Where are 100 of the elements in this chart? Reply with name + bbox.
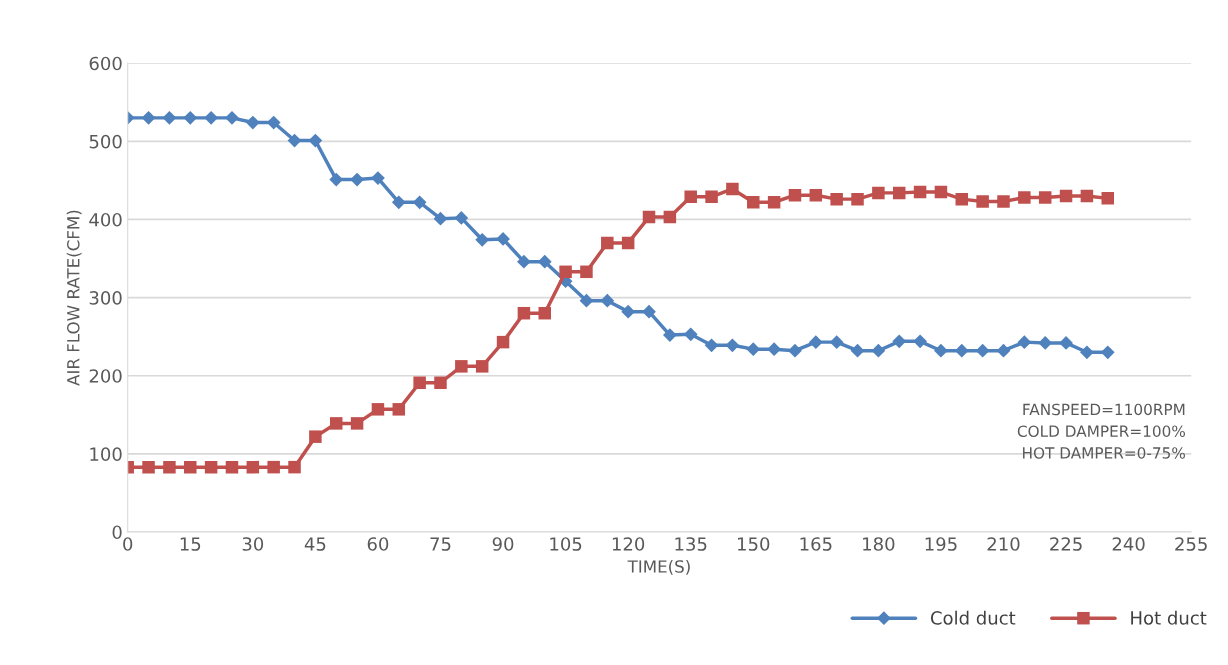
point: [1038, 191, 1052, 204]
point: [266, 115, 281, 130]
point: [579, 293, 594, 308]
y-tick-label: 400: [89, 212, 122, 227]
x-tick-label: 195: [925, 537, 957, 551]
point: [850, 343, 865, 358]
point: [517, 254, 531, 269]
point: [788, 188, 802, 202]
point: [684, 190, 697, 204]
point: [934, 343, 948, 358]
point: [309, 430, 322, 443]
point: [830, 192, 843, 206]
point: [809, 188, 823, 202]
point: [767, 342, 781, 357]
y-tick-label: 500: [89, 134, 122, 149]
point: [913, 185, 927, 199]
point: [642, 210, 656, 224]
x-axis-title: TIME(S): [627, 559, 690, 575]
point: [705, 190, 718, 204]
point: [934, 185, 948, 199]
point: [829, 335, 844, 349]
point: [308, 133, 323, 148]
point: [288, 460, 301, 474]
point: [537, 254, 552, 269]
legend-label: Cold duct: [930, 610, 1016, 625]
x-tick-label: 210: [987, 537, 1020, 551]
point: [996, 343, 1011, 358]
point: [162, 111, 177, 125]
point: [413, 376, 426, 390]
x-tick-label: 180: [863, 537, 895, 551]
point: [141, 111, 156, 125]
point: [329, 417, 343, 430]
x-tick-label: 15: [180, 537, 201, 551]
legend-label: Hot duct: [1131, 610, 1207, 625]
point: [976, 195, 989, 208]
point: [225, 460, 239, 474]
point: [580, 265, 593, 279]
y-tick-label: 100: [90, 447, 122, 461]
y-tick-label: 600: [89, 56, 122, 71]
point: [683, 327, 698, 342]
point: [245, 115, 260, 130]
point: [1038, 336, 1053, 350]
y-tick-label: 200: [89, 369, 122, 383]
point: [1059, 189, 1073, 203]
x-tick-label: 0: [123, 537, 133, 551]
point: [559, 265, 572, 279]
point: [767, 196, 781, 209]
point: [267, 460, 280, 474]
point: [621, 236, 635, 250]
point: [455, 360, 468, 373]
x-tick-label: 225: [1050, 537, 1082, 551]
point: [871, 343, 886, 358]
point: [433, 211, 448, 226]
point: [872, 186, 885, 200]
point: [204, 111, 218, 125]
point: [601, 236, 614, 250]
point: [538, 306, 551, 320]
point: [788, 343, 802, 358]
point: [1080, 345, 1094, 360]
point: [391, 195, 406, 210]
x-tick-label: 105: [550, 537, 582, 551]
point: [997, 195, 1010, 208]
point: [663, 210, 677, 224]
point: [747, 196, 760, 209]
point: [350, 417, 364, 430]
y-tick-label: 0: [112, 525, 122, 540]
point: [1059, 336, 1073, 350]
x-tick-label: 150: [738, 537, 770, 551]
point: [475, 232, 490, 247]
point: [954, 343, 969, 358]
point: [183, 111, 198, 125]
x-tick-label: 120: [612, 537, 645, 551]
point: [1017, 335, 1032, 349]
annotation: FANSPEED=1100RPM COLD DAMPER=100% HOT DAMPER=0-75%: [1017, 403, 1185, 459]
point: [225, 111, 239, 125]
point: [371, 403, 385, 416]
x-tick-label: 135: [675, 537, 707, 551]
x-tick-label: 60: [367, 537, 389, 551]
point: [204, 460, 218, 474]
point: [642, 304, 656, 319]
x-tick-label: 165: [800, 537, 832, 551]
point: [392, 403, 406, 416]
x-tick-label: 45: [304, 537, 326, 551]
point: [184, 460, 197, 474]
point: [1101, 192, 1114, 205]
point: [704, 338, 719, 353]
point: [142, 460, 155, 474]
point: [913, 334, 927, 349]
point: [1100, 345, 1115, 360]
point: [475, 360, 489, 373]
point: [975, 343, 990, 358]
point: [746, 342, 761, 357]
point: [725, 338, 740, 353]
point: [955, 192, 969, 206]
point: [808, 335, 823, 349]
point: [892, 186, 906, 200]
point: [246, 460, 260, 474]
point: [163, 460, 176, 474]
x-tick-label: 30: [242, 537, 264, 551]
point: [496, 335, 510, 349]
